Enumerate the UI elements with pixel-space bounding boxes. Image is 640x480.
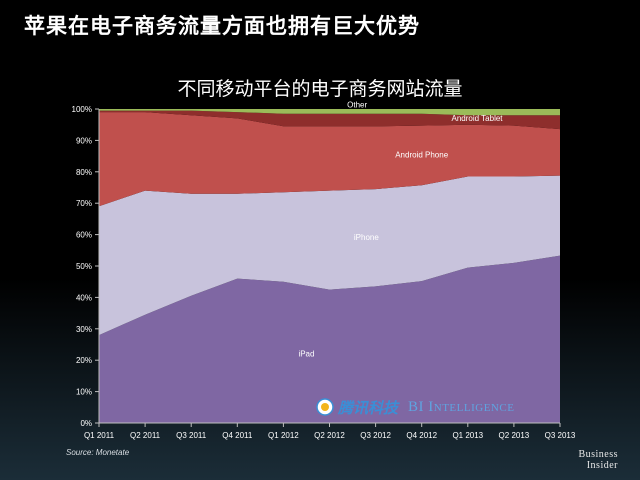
- tencent-logo-icon: [316, 398, 334, 416]
- series-label-iphone: iPhone: [354, 233, 379, 242]
- y-tick-label: 80%: [76, 168, 92, 177]
- x-tick-label: Q1 2012: [268, 431, 299, 440]
- y-tick-label: 20%: [76, 356, 92, 365]
- logo-line-1: Business: [578, 449, 618, 460]
- y-tick-label: 0%: [80, 419, 92, 428]
- y-tick-label: 60%: [76, 231, 92, 240]
- x-tick-label: Q3 2012: [360, 431, 391, 440]
- y-tick-label: 90%: [76, 136, 92, 145]
- x-tick-label: Q3 2013: [545, 431, 576, 440]
- series-label-android-tablet: Android Tablet: [452, 114, 504, 123]
- series-area-iphone: [99, 175, 560, 336]
- series-label-ipad: iPad: [298, 349, 314, 358]
- chart-title: 不同移动平台的电子商务网站流量: [177, 78, 463, 100]
- watermark: 腾讯科技 BI Intelligence: [316, 396, 514, 418]
- series-area-android-phone: [99, 112, 560, 207]
- x-tick-label: Q1 2011: [84, 431, 115, 440]
- chart-axes: 0% 10% 20% 30% 40% 50% 60% 70% 80% 90% 100% Q1 2011…: [72, 105, 576, 440]
- chart-series-labels: iPad iPhone Android Phone Android Tablet Oth…: [298, 100, 503, 358]
- series-label-other: Other: [347, 100, 367, 109]
- series-label-android-phone: Android Phone: [395, 150, 448, 159]
- x-tick-label: Q4 2012: [406, 431, 437, 440]
- source-note: Source: Monetate: [66, 448, 130, 457]
- y-tick-label: 40%: [76, 293, 92, 302]
- y-tick-label: 10%: [76, 388, 92, 397]
- watermark-bi-text: BI Intelligence: [408, 398, 515, 415]
- x-tick-label: Q1 2013: [452, 431, 483, 440]
- y-tick-label: 100%: [72, 105, 92, 114]
- logo-line-2: Insider: [586, 460, 618, 471]
- chart-areas: [99, 109, 560, 423]
- y-tick-label: 50%: [76, 262, 92, 271]
- y-tick-label: 70%: [76, 199, 92, 208]
- x-tick-label: Q2 2011: [130, 431, 161, 440]
- x-tick-label: Q3 2011: [176, 431, 207, 440]
- series-area-other: [99, 109, 560, 116]
- x-tick-label: Q4 2011: [222, 431, 253, 440]
- x-tick-label: Q2 2013: [499, 431, 530, 440]
- slide-title: 苹果在电子商务流量方面也拥有巨大优势: [24, 14, 420, 38]
- y-tick-label: 30%: [76, 325, 92, 334]
- watermark-tencent-text: 腾讯科技: [338, 398, 399, 417]
- x-tick-label: Q2 2012: [314, 431, 345, 440]
- series-area-android-tablet: [99, 110, 560, 130]
- business-insider-logo: Business Insider: [578, 449, 618, 471]
- series-area-ipad: [99, 255, 560, 423]
